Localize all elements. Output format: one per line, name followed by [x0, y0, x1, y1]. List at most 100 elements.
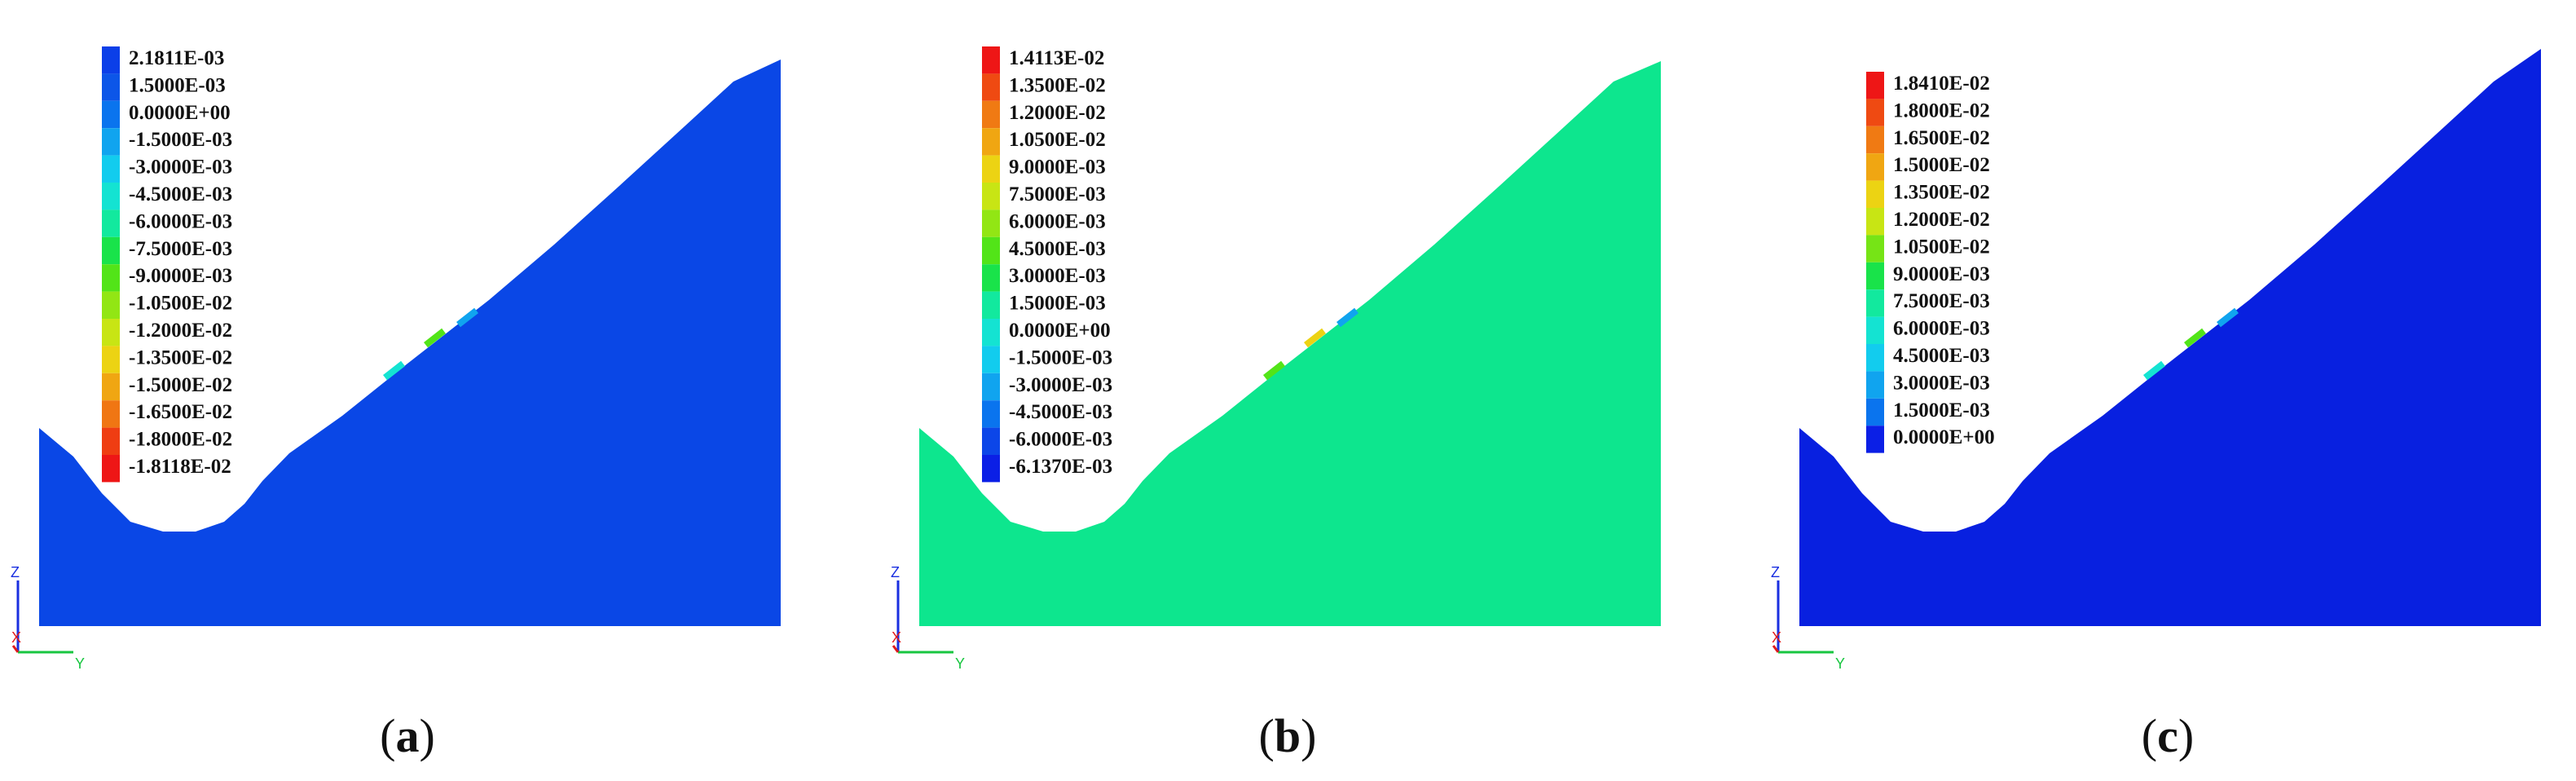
slope-model-fill — [1799, 49, 2541, 626]
z-axis-label: Z — [891, 564, 900, 580]
legend-swatch — [102, 373, 120, 401]
legend-label: 0.0000E+00 — [129, 102, 231, 124]
legend-swatch — [102, 183, 120, 210]
legend-swatch — [1866, 235, 1884, 263]
legend-label: -4.5000E-03 — [1009, 401, 1112, 423]
legend-swatch — [102, 46, 120, 74]
legend-label: -1.5000E-03 — [129, 129, 232, 151]
legend-label: -6.0000E-03 — [1009, 429, 1112, 451]
legend-label: -1.0500E-02 — [129, 293, 232, 315]
legend-swatch — [1866, 262, 1884, 290]
legend-swatch — [1866, 126, 1884, 154]
legend-label: 6.0000E-03 — [1893, 318, 1990, 340]
legend-label: 1.3500E-02 — [1009, 74, 1106, 96]
legend-label: 1.4113E-02 — [1009, 47, 1104, 69]
axis-triad: Z X Y — [1771, 564, 1845, 672]
legend-swatch — [1866, 180, 1884, 208]
legend-label: 0.0000E+00 — [1893, 426, 1995, 448]
x-axis-label: X — [1772, 629, 1781, 646]
slope-model-fill — [39, 60, 781, 626]
legend-label: 3.0000E-03 — [1893, 372, 1990, 394]
legend-swatch — [1866, 72, 1884, 99]
legend-swatch — [102, 291, 120, 319]
caption-letter: b — [1275, 709, 1301, 762]
legend-swatch — [1866, 426, 1884, 453]
legend-swatch — [102, 319, 120, 346]
legend-swatch — [102, 210, 120, 237]
legend-swatch — [1866, 289, 1884, 317]
legend-label: 4.5000E-03 — [1893, 345, 1990, 367]
panel-c: 1.8410E-02 1.8000E-02 1.6500E-02 1.5000E-02… — [1771, 49, 2541, 762]
legend-label: 7.5000E-03 — [1893, 290, 1990, 312]
legend-swatch — [982, 210, 1000, 237]
legend-label: 6.0000E-03 — [1009, 210, 1106, 232]
legend-label: -1.3500E-02 — [129, 346, 232, 368]
legend-label: 4.5000E-03 — [1009, 238, 1106, 260]
z-axis-label: Z — [11, 564, 20, 580]
slope-model-fill — [919, 61, 1661, 626]
x-axis-line — [1772, 645, 1780, 653]
legend-label: 7.5000E-03 — [1009, 183, 1106, 205]
legend-swatch — [982, 100, 1000, 129]
legend-swatch — [982, 128, 1000, 156]
caption-open: ( — [380, 709, 395, 762]
legend-swatch — [982, 236, 1000, 265]
legend-swatch — [982, 427, 1000, 455]
caption-open: ( — [2142, 709, 2157, 762]
legend-label: 1.2000E-02 — [1009, 102, 1106, 124]
x-axis-label: X — [11, 629, 21, 646]
legend-label: -9.0000E-03 — [129, 265, 232, 287]
legend-label: 0.0000E+00 — [1009, 320, 1111, 342]
legend-swatch — [1866, 99, 1884, 126]
legend-swatch — [102, 236, 120, 265]
legend-swatch — [982, 346, 1000, 373]
legend-label: -1.8000E-02 — [129, 429, 232, 451]
legend-swatch — [1866, 208, 1884, 236]
failure-surface-patch — [1304, 328, 1326, 348]
legend-swatch — [1866, 344, 1884, 372]
panel-caption: (a) — [380, 709, 435, 762]
legend-label: 9.0000E-03 — [1893, 263, 1990, 285]
colour-legend: 1.8410E-02 1.8000E-02 1.6500E-02 1.5000E-02… — [1866, 72, 1995, 453]
legend-swatch — [982, 400, 1000, 428]
panel-a: 2.1811E-03 1.5000E-03 0.0000E+00 -1.5000E-0… — [11, 46, 781, 762]
x-axis-line — [11, 645, 20, 653]
failure-surface-patch — [1336, 307, 1358, 328]
legend-swatch — [982, 73, 1000, 101]
caption-open: ( — [1259, 709, 1275, 762]
caption-close: ) — [1301, 709, 1316, 762]
legend-label: 1.8000E-02 — [1893, 99, 1990, 121]
failure-surface-patch — [383, 360, 405, 381]
panel-caption: (b) — [1259, 709, 1317, 762]
legend-swatch — [102, 128, 120, 156]
legend-label: -6.1370E-03 — [1009, 456, 1112, 478]
failure-surface-patch — [2217, 307, 2239, 328]
panel-caption: (c) — [2142, 709, 2194, 762]
axis-triad: Z X Y — [891, 564, 965, 672]
legend-swatch — [102, 155, 120, 183]
legend-swatch — [982, 155, 1000, 183]
failure-surface-patch — [1263, 360, 1285, 381]
legend-label: 1.5000E-02 — [1893, 154, 1990, 176]
legend-swatch — [982, 373, 1000, 401]
legend-label: -7.5000E-03 — [129, 238, 232, 260]
legend-swatch — [1866, 153, 1884, 181]
legend-swatch — [982, 264, 1000, 292]
colour-legend: 1.4113E-02 1.3500E-02 1.2000E-02 1.0500E-02… — [982, 46, 1112, 483]
legend-swatch — [982, 291, 1000, 319]
legend-label: -1.5000E-03 — [1009, 346, 1112, 368]
z-axis-label: Z — [1771, 564, 1780, 580]
failure-surface-patch — [456, 307, 478, 328]
legend-label: 1.8410E-02 — [1893, 73, 1990, 95]
legend-swatch — [982, 319, 1000, 346]
legend-label: 3.0000E-03 — [1009, 265, 1106, 287]
legend-swatch — [102, 73, 120, 101]
legend-swatch — [1866, 371, 1884, 399]
axis-triad: Z X Y — [11, 564, 85, 672]
y-axis-label: Y — [1835, 655, 1845, 672]
legend-label: -4.5000E-03 — [129, 183, 232, 205]
caption-letter: a — [396, 709, 420, 762]
x-axis-line — [892, 645, 900, 653]
legend-label: -1.5000E-02 — [129, 374, 232, 396]
failure-surface-patch — [2142, 360, 2165, 381]
